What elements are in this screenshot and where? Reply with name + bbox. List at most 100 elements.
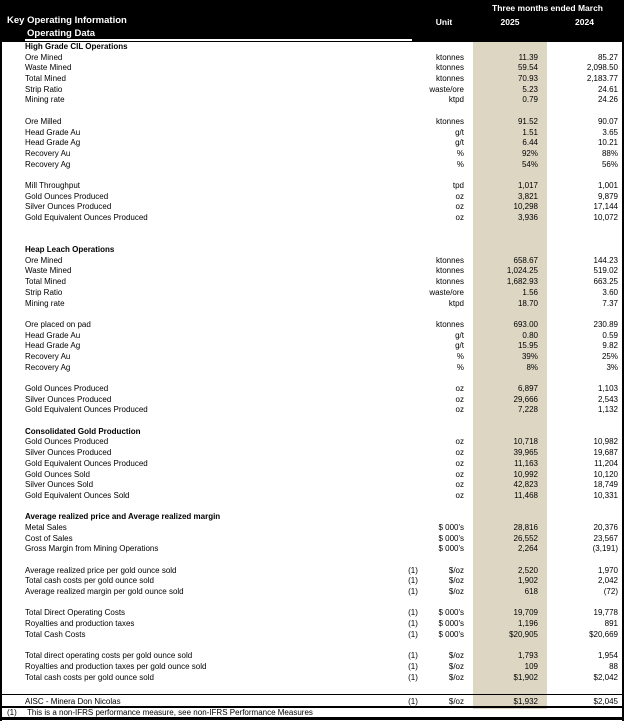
row-unit: g/t bbox=[455, 341, 464, 351]
value-2025: 39% bbox=[521, 351, 538, 361]
value-2025 bbox=[466, 641, 546, 652]
value-2025: 6,897 bbox=[517, 384, 538, 393]
row-unit: g/t bbox=[455, 138, 464, 148]
row-unit: ktonnes bbox=[435, 52, 464, 62]
row-unit: oz bbox=[455, 437, 464, 447]
footnote-marker bbox=[402, 384, 424, 395]
value-2025: 10,298 bbox=[513, 202, 538, 212]
value-2025: 618 bbox=[524, 587, 538, 597]
table-row: Mill Throughput tpd 1,017 1,001 bbox=[2, 181, 622, 192]
row-unit: % bbox=[456, 148, 464, 158]
value-2024 bbox=[546, 683, 622, 694]
value-2025 bbox=[466, 42, 546, 53]
value-2024: 85.27 bbox=[597, 52, 618, 62]
value-2025: 70.93 bbox=[517, 74, 538, 84]
row-label: Mill Throughput bbox=[25, 180, 80, 190]
table-row: Silver Ounces Produced oz 29,666 2,543 bbox=[2, 395, 622, 406]
value-2024: 56% bbox=[601, 159, 618, 169]
value-2025 bbox=[466, 598, 546, 609]
table-row: Gold Equivalent Ounces Produced oz 3,936 10… bbox=[2, 213, 622, 224]
footnote-marker bbox=[402, 512, 424, 523]
row-label: Waste Mined bbox=[25, 266, 72, 276]
footnote-marker bbox=[402, 117, 424, 128]
row-label: Ore Milled bbox=[25, 116, 62, 126]
footnote-marker bbox=[402, 42, 424, 53]
footnote-marker bbox=[402, 641, 424, 652]
row-label: Head Grade Au bbox=[25, 330, 81, 340]
row-unit: oz bbox=[455, 191, 464, 201]
row-unit: oz bbox=[455, 213, 464, 222]
value-2025 bbox=[466, 106, 546, 117]
row-unit: g/t bbox=[455, 127, 464, 137]
value-2024: 663.25 bbox=[593, 277, 618, 287]
value-2024: 23,567 bbox=[593, 533, 618, 543]
row-unit bbox=[424, 683, 466, 694]
row-unit: $ 000's bbox=[438, 522, 464, 532]
row-unit: $/oz bbox=[448, 587, 464, 597]
value-2024: $2,042 bbox=[593, 672, 618, 682]
footnote-marker bbox=[402, 160, 424, 171]
unit-column-header: Unit bbox=[435, 17, 453, 27]
footnote-marker bbox=[402, 74, 424, 85]
value-2024 bbox=[546, 224, 622, 235]
row-unit bbox=[424, 427, 466, 438]
footnote-marker bbox=[402, 266, 424, 277]
row-label: Waste Mined bbox=[25, 63, 72, 73]
spacer-row bbox=[2, 224, 622, 235]
value-2025: 10,992 bbox=[513, 469, 538, 479]
value-2025 bbox=[466, 502, 546, 513]
spacer-row bbox=[2, 683, 622, 694]
row-label bbox=[2, 416, 402, 427]
footnote-text: This is a non-IFRS performance measure, … bbox=[27, 708, 313, 718]
spacer-row bbox=[2, 373, 622, 384]
table-row: Total Mined ktonnes 1,682.93 663.25 bbox=[2, 277, 622, 288]
value-2025: 3,936 bbox=[517, 213, 538, 222]
row-unit: % bbox=[456, 351, 464, 361]
footnote-marker: (1) bbox=[408, 587, 418, 597]
row-label bbox=[2, 234, 402, 245]
value-2025: 10,718 bbox=[513, 437, 538, 447]
value-2024: 24.26 bbox=[597, 95, 618, 105]
value-2024 bbox=[546, 309, 622, 320]
page-title: Key Operating Information bbox=[7, 15, 127, 26]
footnote-marker: (1) bbox=[408, 576, 418, 586]
value-2025: 91.52 bbox=[517, 116, 538, 126]
value-2025: 109 bbox=[524, 661, 538, 671]
row-label: Cost of Sales bbox=[25, 533, 73, 543]
row-label: Heap Leach Operations bbox=[25, 245, 115, 255]
value-2025: 11.39 bbox=[518, 52, 538, 62]
row-unit bbox=[424, 224, 466, 235]
row-label: High Grade CIL Operations bbox=[25, 42, 128, 51]
row-unit: waste/ore bbox=[429, 84, 464, 94]
value-2024 bbox=[546, 234, 622, 245]
row-unit bbox=[424, 309, 466, 320]
value-2024 bbox=[546, 512, 622, 523]
row-label: Gold Ounces Produced bbox=[25, 384, 109, 393]
row-label: Royalties and production taxes per gold … bbox=[25, 661, 207, 671]
spacer-row bbox=[2, 309, 622, 320]
spacer-row bbox=[2, 416, 622, 427]
table-row: Recovery Au% 39% 25% bbox=[2, 352, 622, 363]
table-row: Waste Mined ktonnes 59.54 2,098.50 bbox=[2, 63, 622, 74]
aisc-value-2025: $1,932 bbox=[513, 696, 538, 706]
period-header: Three months ended March bbox=[492, 3, 603, 13]
footnote-marker bbox=[402, 544, 424, 555]
value-2024: 88 bbox=[609, 661, 618, 671]
row-unit: ktonnes bbox=[435, 319, 464, 329]
spacer-row bbox=[2, 641, 622, 652]
footnote-marker bbox=[402, 149, 424, 160]
row-unit: oz bbox=[455, 202, 464, 212]
row-label: Gold Ounces Produced bbox=[25, 437, 109, 447]
table-row: Silver Ounces Sold oz 42,823 18,749 bbox=[2, 480, 622, 491]
value-2025: 0.80 bbox=[522, 330, 538, 340]
table-row: Ore Mined ktonnes 658.67 144.23 bbox=[2, 256, 622, 267]
row-unit: g/t bbox=[455, 330, 464, 340]
value-2025: 54% bbox=[521, 159, 538, 169]
table-row: Total cash costs per gold ounce sold (1) $… bbox=[2, 576, 622, 587]
row-label bbox=[2, 224, 402, 235]
row-unit: $/oz bbox=[448, 576, 464, 586]
row-unit: ktonnes bbox=[435, 266, 464, 276]
value-2024: 7.37 bbox=[602, 298, 618, 308]
table-row: Ore Milled ktonnes 91.52 90.07 bbox=[2, 117, 622, 128]
table-row: Recovery Ag% 54% 56% bbox=[2, 160, 622, 171]
